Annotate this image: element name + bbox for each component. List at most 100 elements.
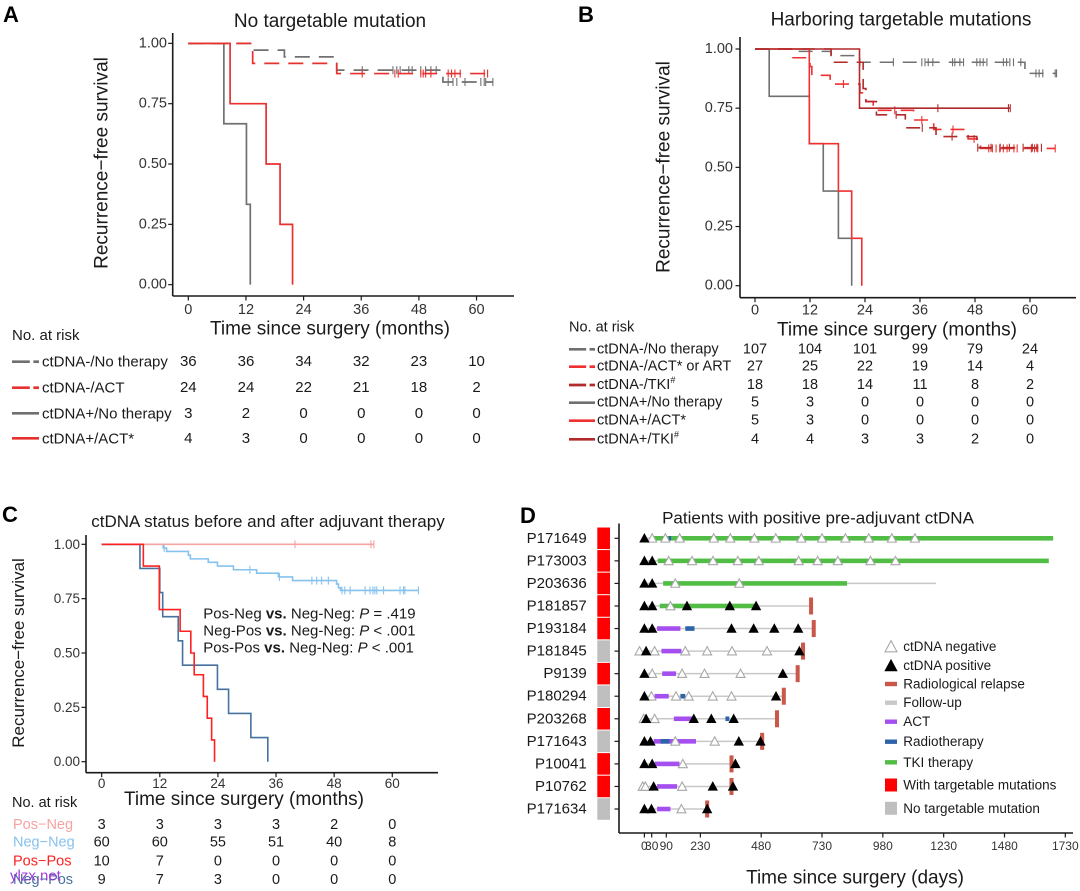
km-curve-ctdna-act <box>188 42 294 285</box>
ctdna-negative-triangle <box>634 645 645 656</box>
risk-row-label-text: ctDNA-/ACT <box>42 379 125 396</box>
km-series-ctdna-tki <box>754 48 1011 113</box>
risk-count: 0 <box>330 854 338 870</box>
legend-label: TKI therapy <box>903 755 973 770</box>
patient-rows: P171649 P173003 P203636 P181857 P193184 P1818… <box>527 527 1054 820</box>
risk-table-row: ctDNA+/No therapy 5 3 0 0 0 0 <box>569 395 1034 411</box>
ctdna-positive-triangle <box>647 600 658 611</box>
ctdna-negative-triangle <box>669 735 681 746</box>
risk-count: 40 <box>326 835 342 851</box>
ctdna-negative-triangle <box>839 532 851 543</box>
x-tick-label: 60 <box>1022 303 1038 319</box>
chart-title: No targetable mutation <box>234 11 426 32</box>
risk-count: 23 <box>411 353 428 370</box>
y-tick-label: 0.50 <box>139 156 167 172</box>
ctdna-negative-triangle <box>649 645 661 656</box>
act-therapy-bar <box>654 761 680 767</box>
ctdna-positive-triangle <box>884 658 898 672</box>
ctdna-negative-triangle <box>793 555 805 566</box>
y-tick-label: 0.25 <box>705 219 733 235</box>
ctdna-negative-triangle <box>701 645 713 656</box>
risk-table-row: ctDNA+/ACT* 4 3 0 0 0 0 <box>12 430 481 447</box>
patient-id-label: P203268 <box>527 710 587 727</box>
annotation-p-value: < .001 <box>372 639 414 656</box>
risk-count: 3 <box>272 817 280 833</box>
act-therapy-bar <box>657 784 678 789</box>
ctdna-negative-triangle <box>863 532 875 543</box>
risk-table: No. at risk ctDNA-/No therapy 107 104 101 99 7… <box>569 319 1038 447</box>
y-tick-label: 0.00 <box>705 278 733 294</box>
panel-label: C <box>2 502 18 527</box>
chart-title: ctDNA status before and after adjuvant t… <box>91 512 445 531</box>
axes: 0.00 0.25 0.50 0.75 1.00 0 12 24 36 48 60 <box>139 33 514 318</box>
x-tick-label: 24 <box>296 302 312 318</box>
risk-row-label: ctDNA+/No therapy <box>597 395 723 411</box>
annotation-group-b: Neg-Neg: <box>291 605 355 622</box>
legend-label: Follow-up <box>903 695 962 710</box>
patient-row: P171634 <box>527 798 713 820</box>
ctdna-negative-triangle <box>665 600 676 611</box>
ctdna-negative-triangle <box>675 803 687 814</box>
legend-swatch-relapse <box>885 681 897 687</box>
patient-id-label: P171643 <box>527 733 587 750</box>
risk-count: 24 <box>238 379 255 396</box>
ctdna-negative-triangle <box>707 555 719 566</box>
risk-count: 0 <box>472 405 480 422</box>
x-tick-label: 1730 <box>1052 839 1079 853</box>
patient-row: P193184 <box>527 617 816 640</box>
ctdna-positive-triangle <box>647 555 658 566</box>
targetable-mutation-cell <box>597 775 610 798</box>
ctdna-negative-triangle <box>670 690 682 701</box>
relapse-marker <box>774 710 779 728</box>
risk-row-label-text: ctDNA+/No therapy <box>42 405 172 422</box>
x-tick-label: 90 <box>660 839 674 853</box>
axes: 0.00 0.25 0.50 0.75 1.00 0 12 24 36 48 60 <box>54 535 438 791</box>
no-targetable-mutation-cell <box>597 640 610 662</box>
annotation-vs: vs. <box>264 639 285 656</box>
patient-id-label: P181857 <box>527 597 587 614</box>
risk-row-label-superscript: # <box>674 429 679 439</box>
risk-count: 79 <box>967 341 983 357</box>
annotation-p-symbol: P <box>358 639 368 656</box>
ctdna-negative-triangle <box>732 555 744 566</box>
km-series-ctdna-tki <box>754 48 1042 152</box>
x-tick-label: 36 <box>353 302 369 318</box>
y-tick-label: 1.00 <box>139 35 167 51</box>
risk-count: 32 <box>353 353 370 370</box>
panel-b: B Harboring targetable mutations0.000.250… <box>569 2 1076 447</box>
risk-row-label: ctDNA-/TKI# <box>597 375 675 393</box>
relapse-marker <box>811 620 816 638</box>
patient-row: P10041 <box>535 753 741 775</box>
risk-count: 2 <box>472 379 480 396</box>
risk-count: 36 <box>180 353 197 370</box>
legend-swatch-followup <box>885 700 897 705</box>
annotation-p-symbol: P <box>359 622 369 639</box>
x-tick-label: 60 <box>468 302 484 318</box>
risk-count: 4 <box>806 431 814 447</box>
ctdna-positive-triangle <box>647 758 658 769</box>
risk-count: 24 <box>180 379 197 396</box>
act-therapy-bar <box>661 648 682 654</box>
legend-swatch-radiotherapy <box>885 739 897 744</box>
legend-label: Radiological relapse <box>903 677 1025 692</box>
patient-row: P181857 <box>527 595 814 617</box>
risk-table-title: No. at risk <box>569 319 635 335</box>
ctdna-negative-triangle <box>639 780 651 791</box>
annotation-p-value: < .001 <box>373 622 415 639</box>
legend-label: ctDNA positive <box>903 658 991 673</box>
risk-table-row: ctDNA+/ACT* 5 3 0 0 0 0 <box>569 413 1034 429</box>
risk-count: 0 <box>415 430 423 447</box>
patient-row: P9139 <box>543 662 800 685</box>
risk-table-title: No. at risk <box>12 795 78 811</box>
risk-count: 0 <box>388 854 396 870</box>
risk-row-label: ctDNA+/ACT* <box>597 413 686 429</box>
legend: ctDNA negative ctDNA positive Radiological… <box>884 639 1057 816</box>
x-tick-label: 36 <box>912 303 928 319</box>
risk-count: 0 <box>971 395 979 411</box>
km-series-pos-pos <box>101 543 216 762</box>
km-curve-ctdna-tki <box>754 48 1011 109</box>
patient-row: P203268 <box>527 708 779 730</box>
ctdna-negative-triangle <box>686 555 698 566</box>
radiotherapy-therapy-bar <box>680 693 686 699</box>
legend-label: No targetable mutation <box>903 801 1040 816</box>
